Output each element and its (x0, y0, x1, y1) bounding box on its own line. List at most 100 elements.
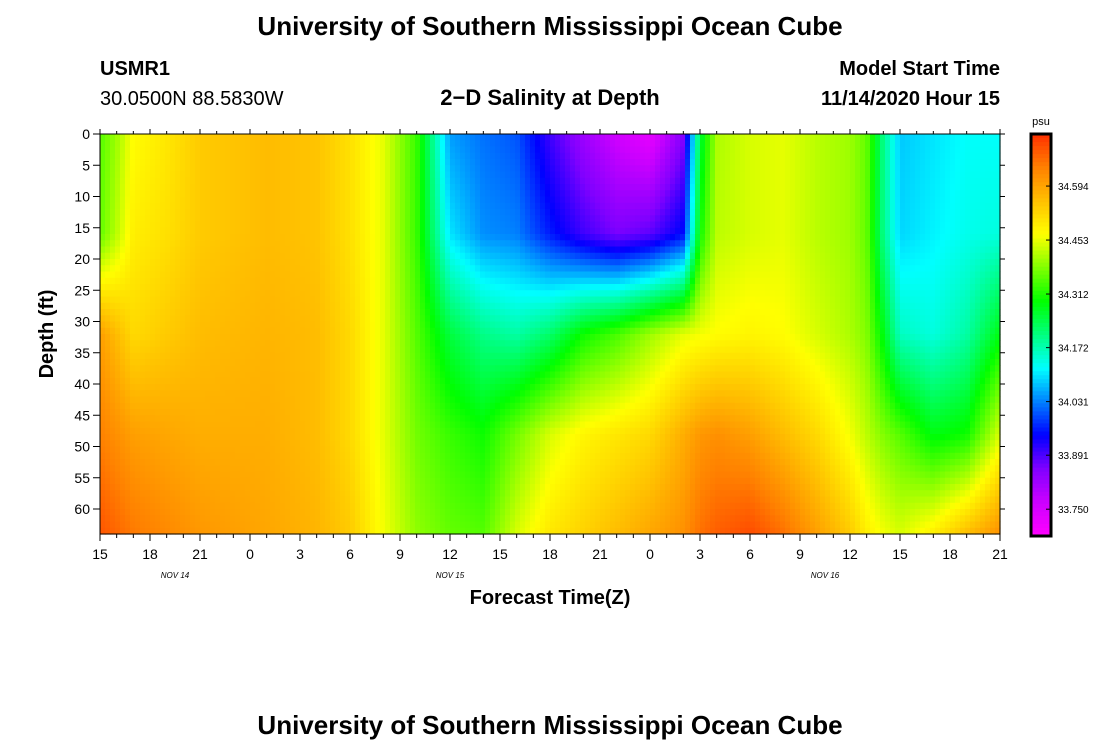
heatmap-cell (330, 521, 336, 529)
heatmap-cell (155, 427, 161, 435)
heatmap-cell (340, 521, 346, 529)
heatmap-cell (250, 465, 256, 473)
heatmap-cell (365, 271, 371, 279)
heatmap-cell (315, 234, 321, 241)
heatmap-cell (405, 421, 411, 429)
heatmap-cell (445, 371, 451, 379)
heatmap-cell (420, 527, 426, 535)
heatmap-cell (430, 146, 436, 154)
heatmap-cell (385, 165, 391, 173)
heatmap-cell (100, 396, 106, 404)
heatmap-cell (140, 165, 146, 173)
heatmap-cell (225, 340, 231, 348)
heatmap-cell (100, 190, 106, 198)
heatmap-cell (120, 327, 126, 335)
heatmap-cell (130, 421, 136, 429)
heatmap-cell (135, 421, 141, 429)
heatmap-cell (315, 196, 321, 204)
heatmap-cell (150, 371, 156, 379)
heatmap-cell (110, 271, 116, 279)
heatmap-cell (205, 146, 211, 154)
heatmap-cell (230, 346, 236, 354)
heatmap-cell (375, 402, 381, 410)
heatmap-cell (255, 271, 261, 279)
heatmap-cell (235, 477, 241, 485)
heatmap-cell (450, 259, 456, 266)
heatmap-cell (160, 452, 166, 460)
heatmap-cell (330, 471, 336, 479)
heatmap-cell (315, 171, 321, 179)
heatmap-cell (470, 221, 476, 229)
heatmap-cell (445, 427, 451, 435)
heatmap-cell (350, 284, 356, 291)
heatmap-cell (185, 321, 191, 329)
heatmap-cell (370, 515, 376, 523)
heatmap-cell (485, 196, 491, 204)
heatmap-cell (455, 459, 461, 466)
heatmap-cell (445, 459, 451, 466)
heatmap-cell (480, 440, 486, 448)
heatmap-cell (205, 396, 211, 404)
heatmap-cell (200, 215, 206, 223)
heatmap-cell (220, 246, 226, 254)
heatmap-cell (460, 146, 466, 154)
heatmap-cell (160, 215, 166, 223)
heatmap-cell (160, 521, 166, 529)
heatmap-cell (265, 159, 271, 166)
heatmap-cell (245, 271, 251, 279)
heatmap-cell (280, 477, 286, 485)
heatmap-cell (470, 477, 476, 485)
heatmap-cell (430, 509, 436, 516)
heatmap-cell (165, 496, 171, 504)
heatmap-cell (455, 446, 461, 454)
heatmap-cell (185, 284, 191, 291)
heatmap-cell (345, 346, 351, 354)
heatmap-cell (220, 227, 226, 235)
heatmap-cell (180, 221, 186, 229)
heatmap-cell (210, 184, 216, 191)
heatmap-cell (295, 246, 301, 254)
heatmap-cell (255, 371, 261, 379)
heatmap-cell (195, 371, 201, 379)
heatmap-cell (180, 152, 186, 160)
heatmap-cell (395, 146, 401, 154)
heatmap-cell (280, 521, 286, 529)
heatmap-cell (345, 327, 351, 335)
heatmap-cell (335, 502, 341, 510)
heatmap-cell (120, 202, 126, 210)
heatmap-cell (120, 452, 126, 460)
heatmap-cell (125, 340, 131, 348)
heatmap-cell (390, 471, 396, 479)
heatmap-cell (140, 346, 146, 354)
heatmap-cell (290, 371, 296, 379)
heatmap-cell (135, 452, 141, 460)
heatmap-cell (140, 134, 146, 141)
heatmap-cell (170, 271, 176, 279)
heatmap-cell (455, 246, 461, 254)
heatmap-cell (120, 396, 126, 404)
heatmap-cell (430, 184, 436, 191)
heatmap-cell (360, 321, 366, 329)
heatmap-cell (255, 471, 261, 479)
heatmap-cell (375, 302, 381, 310)
heatmap-cell (240, 484, 246, 491)
heatmap-cell (180, 209, 186, 216)
heatmap-cell (315, 309, 321, 316)
heatmap-cell (175, 227, 181, 235)
heatmap-cell (330, 384, 336, 391)
heatmap-cell (375, 409, 381, 416)
heatmap-cell (115, 227, 121, 235)
heatmap-cell (475, 365, 481, 373)
heatmap-cell (215, 140, 221, 148)
heatmap-cell (340, 177, 346, 185)
heatmap-cell (130, 496, 136, 504)
heatmap-cell (185, 527, 191, 535)
heatmap-cell (255, 327, 261, 335)
heatmap-cell (155, 134, 161, 141)
heatmap-cell (390, 234, 396, 241)
heatmap-cell (215, 465, 221, 473)
heatmap-cell (335, 321, 341, 329)
heatmap-cell (180, 265, 186, 273)
heatmap-cell (460, 502, 466, 510)
heatmap-cell (460, 184, 466, 191)
